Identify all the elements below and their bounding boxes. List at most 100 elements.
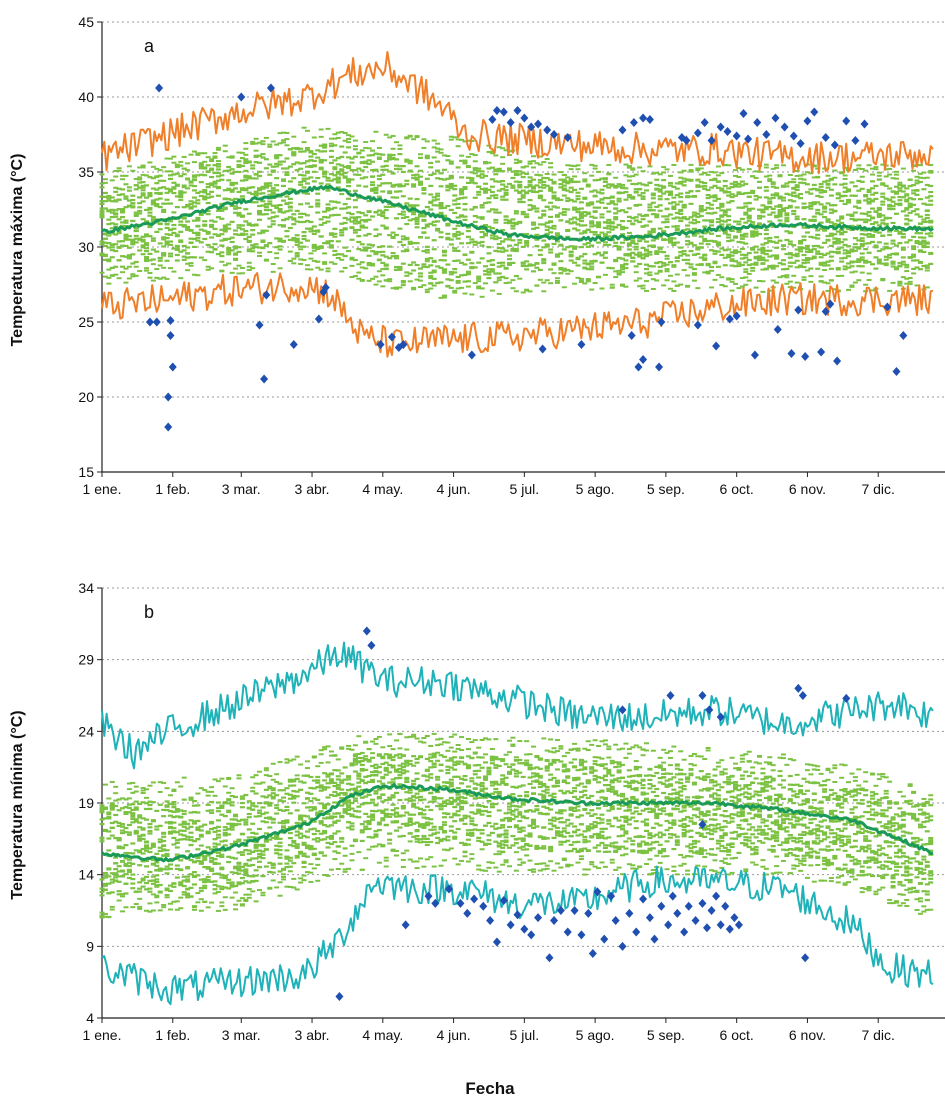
observed-point: [266, 83, 275, 93]
observed-point: [538, 344, 547, 354]
x-tick-label: 4 may.: [362, 481, 403, 497]
x-tick-label: 5 ago.: [576, 481, 615, 497]
x-tick-label: 5 jul.: [510, 481, 540, 497]
observed-point: [801, 352, 810, 361]
observed-point: [787, 349, 796, 358]
x-tick-label: 6 oct.: [720, 1027, 754, 1043]
observed-point: [899, 331, 908, 340]
observed-point: [842, 116, 851, 126]
observed-point: [794, 305, 803, 315]
y-tick-label: 24: [78, 723, 94, 739]
observed-point: [499, 107, 508, 117]
observed-point: [145, 317, 154, 327]
observed-point: [780, 122, 789, 132]
observed-point: [830, 140, 839, 150]
panel-label: a: [144, 36, 155, 56]
observed-point: [657, 317, 666, 327]
observed-point: [629, 118, 638, 127]
x-tick-label: 4 may.: [362, 1027, 403, 1043]
x-tick-label: 7 dic.: [861, 1027, 894, 1043]
x-tick-label: 3 abr.: [295, 481, 330, 497]
observed-point: [255, 320, 264, 330]
observed-point: [860, 119, 869, 129]
observed-point: [707, 136, 716, 145]
observed-point: [237, 92, 246, 102]
observed-point: [639, 113, 648, 123]
observed-point: [164, 392, 173, 402]
x-tick-label: 3 mar.: [222, 1027, 261, 1043]
observed-point: [488, 115, 497, 124]
observed-point: [732, 311, 741, 321]
observed-point: [725, 314, 734, 324]
observed-point: [376, 340, 385, 349]
observed-point: [168, 362, 177, 372]
observed-point: [789, 131, 798, 141]
y-axis-title: Temperatura máxima (°C): [9, 154, 26, 347]
observed-point: [693, 128, 702, 138]
x-tick-label: 6 oct.: [720, 481, 754, 497]
observed-point: [634, 362, 643, 372]
observed-point: [492, 106, 501, 115]
observed-point: [618, 125, 627, 135]
observed-point: [467, 350, 476, 360]
observed-point: [289, 340, 298, 349]
observed-point: [563, 133, 572, 142]
x-tick-label: 4 jun.: [436, 1027, 470, 1043]
observed-point: [520, 113, 529, 123]
observed-point: [506, 118, 515, 127]
observed-point: [387, 332, 396, 342]
observed-point: [744, 134, 753, 144]
x-tick-label: 7 dic.: [861, 481, 894, 497]
y-axis-title: Temperatura mínima (°C): [9, 710, 26, 899]
observed-point: [892, 367, 901, 376]
x-tick-label: 6 nov.: [789, 481, 826, 497]
x-tick-label: 5 sep.: [647, 481, 685, 497]
y-tick-label: 19: [78, 795, 94, 811]
observed-point: [513, 106, 522, 115]
y-tick-label: 45: [78, 14, 94, 30]
y-tick-label: 20: [78, 389, 94, 405]
observed-point: [821, 307, 830, 316]
x-tick-label: 1 feb.: [155, 481, 190, 497]
x-tick-label: 6 nov.: [789, 1027, 826, 1043]
observed-point: [166, 331, 175, 340]
x-tick-label: 1 ene.: [83, 481, 122, 497]
y-tick-label: 40: [78, 89, 94, 105]
observed-point: [883, 302, 892, 312]
observed-point: [682, 136, 691, 145]
y-tick-label: 30: [78, 239, 94, 255]
x-tick-label: 1 ene.: [83, 1027, 122, 1043]
observed-point: [773, 325, 782, 334]
series-lower-line: [101, 272, 934, 358]
observed-point: [712, 341, 721, 351]
observed-point: [821, 133, 830, 142]
observed-point: [262, 290, 271, 300]
y-tick-label: 25: [78, 314, 94, 330]
observed-point: [803, 116, 812, 126]
observed-point: [655, 362, 664, 372]
x-tick-label: 3 mar.: [222, 481, 261, 497]
x-tick-label: 3 abr.: [295, 1027, 330, 1043]
observed-point: [693, 320, 702, 330]
y-tick-label: 14: [78, 867, 94, 883]
observed-point: [739, 109, 748, 118]
observed-point: [155, 83, 164, 93]
observed-point: [164, 422, 173, 432]
observed-point: [534, 119, 543, 129]
y-tick-label: 9: [86, 938, 94, 954]
observed-point: [152, 317, 161, 327]
observed-point: [543, 125, 552, 135]
y-tick-label: 4: [86, 1010, 94, 1026]
observed-point: [810, 107, 819, 117]
observed-point: [762, 130, 771, 139]
series-upper-line: [101, 51, 934, 175]
x-tick-label: 4 jun.: [436, 481, 470, 497]
x-tick-label: 5 jul.: [510, 1027, 540, 1043]
y-tick-label: 15: [78, 464, 94, 480]
observed-point: [796, 139, 805, 148]
panel-b-chart: 4 9 14 19 24 29 34 1 ene. 1 feb. 3 mar. 3 abr. 4 ma…: [9, 580, 945, 1043]
panel-label: b: [144, 602, 154, 622]
observed-point: [851, 136, 860, 145]
observed-point: [577, 340, 586, 349]
observed-point: [716, 122, 725, 132]
